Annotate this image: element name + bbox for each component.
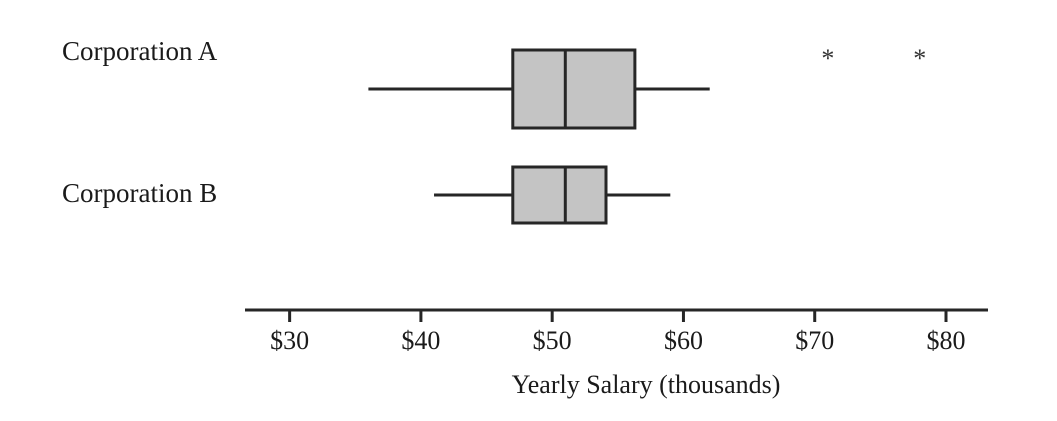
x-tick-label: $70 [795,326,834,355]
x-axis-title: Yearly Salary (thousands) [512,370,781,399]
box-plots: * * [368,44,926,225]
box-plot-corporation-a: * * [368,44,926,130]
outlier-marker: * [913,44,926,73]
x-tick-label: $60 [664,326,703,355]
category-label-corporation-b: Corporation B [62,178,217,208]
category-label-corporation-a: Corporation A [62,36,218,66]
x-tick-label: $80 [926,326,965,355]
interquartile-box [511,165,608,225]
x-tick-label: $40 [401,326,440,355]
x-axis: $30 $40 $50 $60 $70 $80 [245,308,988,355]
x-tick-label: $30 [270,326,309,355]
interquartile-box [511,48,637,130]
outlier-marker: * [821,44,834,73]
x-tick-label: $50 [533,326,572,355]
box-plot-corporation-b [434,165,671,225]
